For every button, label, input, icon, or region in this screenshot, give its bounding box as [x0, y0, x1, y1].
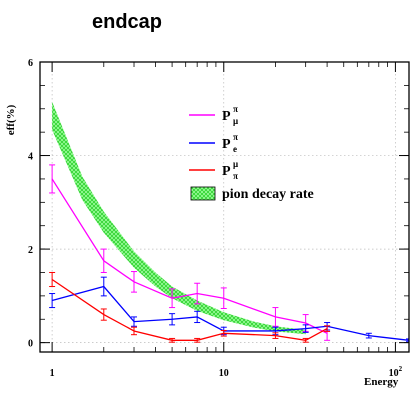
- legend-label-sup: π: [233, 104, 238, 114]
- x-axis-label: Energy: [364, 376, 399, 388]
- y-tick-label: 0: [28, 339, 33, 350]
- plot-frame: [39, 61, 410, 353]
- legend-label-sup: π: [233, 132, 238, 142]
- x-tick-label: 10: [219, 368, 229, 379]
- legend-label-sub: e: [233, 144, 237, 154]
- legend-band-swatch: [190, 186, 216, 201]
- legend-label-sup: μ: [233, 159, 238, 169]
- series-line: [51, 285, 409, 341]
- pion-decay-band: [52, 101, 306, 335]
- legend-band-label: pion decay rate: [222, 187, 314, 202]
- y-tick-label: 6: [28, 58, 33, 69]
- legend-label-sub: π: [233, 171, 238, 181]
- series-3: [49, 271, 331, 343]
- series-1: [49, 164, 331, 341]
- band-layer: [52, 101, 306, 335]
- y-tick-label: 4: [28, 152, 33, 163]
- x-tick-label-superscript: 2: [399, 365, 403, 373]
- x-tick-label: 1: [50, 368, 55, 379]
- y-tick-label: 2: [28, 245, 33, 256]
- series-layer: [49, 164, 409, 343]
- legend-label-sub: μ: [233, 116, 238, 126]
- chart-title: endcap: [92, 11, 162, 33]
- y-axis-label: eff(%): [5, 104, 17, 135]
